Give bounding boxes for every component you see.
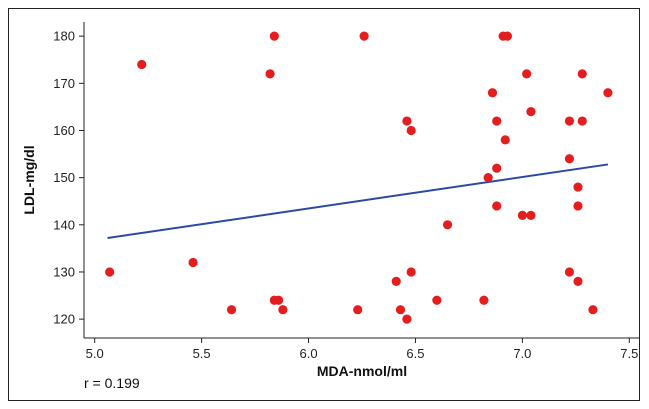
chart-frame (8, 8, 640, 401)
data-point (573, 201, 583, 211)
x-tick-label: 7.5 (620, 346, 638, 361)
x-axis-title: MDA-nmol/ml (317, 363, 407, 379)
data-point (492, 201, 502, 211)
x-tick-label: 6.0 (299, 346, 317, 361)
data-point (278, 305, 288, 315)
data-point (500, 135, 510, 145)
data-point (564, 267, 575, 277)
y-ticks: 120 130 140 150 160 170 180 (53, 29, 84, 327)
data-point (522, 69, 532, 79)
y-tick-label: 120 (53, 312, 75, 327)
data-point (402, 116, 412, 126)
correlation-annotation: r = 0.199 (84, 375, 140, 391)
data-point (502, 31, 513, 41)
data-point (517, 210, 527, 220)
data-point (432, 295, 442, 305)
data-point (479, 295, 489, 305)
data-point (564, 116, 575, 126)
data-point (406, 267, 416, 277)
data-point (483, 173, 493, 183)
data-point (391, 276, 401, 287)
axes (83, 22, 640, 339)
data-point (588, 305, 598, 315)
data-point (402, 314, 412, 324)
data-point (603, 88, 613, 98)
x-tick-label: 7.0 (513, 346, 531, 361)
x-tick-label: 5.0 (86, 346, 104, 361)
data-point (492, 163, 502, 173)
data-point (577, 116, 587, 126)
data-point (526, 210, 536, 220)
data-point (359, 31, 369, 41)
data-point (188, 257, 198, 268)
data-points (105, 31, 613, 324)
data-point (137, 59, 147, 70)
data-point (226, 305, 237, 315)
data-point (406, 125, 416, 136)
y-tick-label: 180 (53, 29, 75, 44)
y-tick-label: 140 (53, 217, 75, 232)
y-tick-label: 170 (53, 76, 75, 91)
data-point (395, 305, 406, 315)
x-ticks: 5.0 5.5 6.0 6.5 7.0 7.5 (86, 338, 638, 361)
data-point (274, 295, 284, 305)
y-tick-label: 150 (53, 170, 75, 185)
data-point (564, 154, 575, 164)
data-point (487, 88, 498, 98)
data-point (573, 182, 583, 192)
x-tick-label: 6.5 (406, 346, 424, 361)
x-tick-label: 5.5 (193, 346, 211, 361)
y-axis-title: LDL-mg/dl (21, 145, 37, 214)
data-point (265, 69, 275, 79)
y-tick-label: 160 (53, 123, 75, 138)
data-point (573, 276, 583, 287)
data-point (526, 107, 536, 117)
data-point (492, 116, 502, 126)
y-tick-label: 130 (53, 264, 75, 279)
data-point (577, 69, 587, 79)
data-point (105, 267, 115, 277)
data-point (269, 31, 279, 41)
data-point (442, 220, 453, 230)
data-point (353, 305, 363, 315)
trend-line (107, 163, 609, 240)
